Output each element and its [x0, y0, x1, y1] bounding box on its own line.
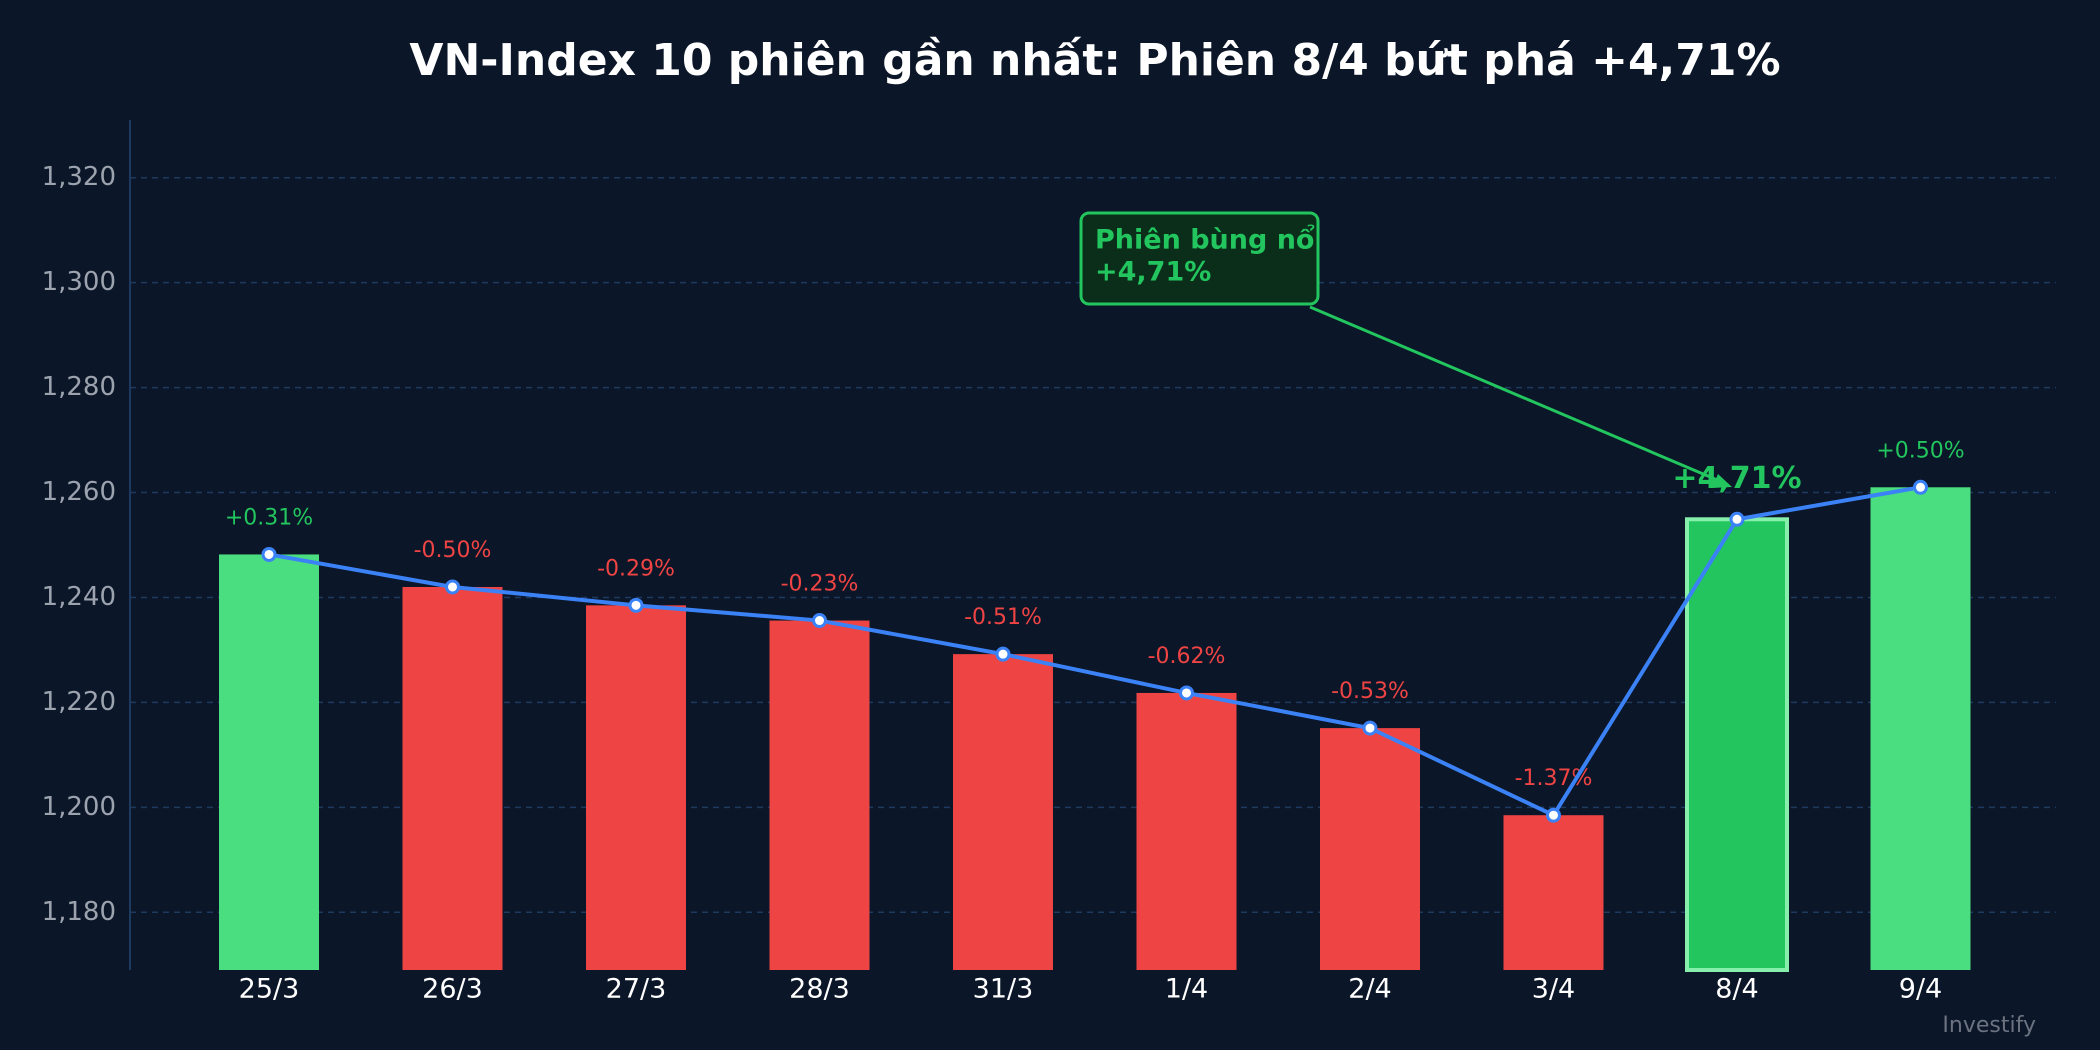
bar — [1320, 728, 1420, 970]
line-point — [812, 613, 827, 629]
line-point — [445, 579, 460, 595]
x-tick-label: 31/3 — [973, 974, 1034, 1005]
data-label: -0.51% — [964, 605, 1042, 630]
y-tick-label: 1,260 — [42, 477, 116, 507]
x-tick-label: 9/4 — [1899, 974, 1942, 1005]
data-label: -0.62% — [1148, 644, 1226, 669]
y-tick-label: 1,220 — [42, 687, 116, 717]
data-label: +4,71% — [1672, 461, 1801, 496]
line-point — [261, 546, 277, 562]
data-label: -0.50% — [414, 538, 492, 563]
line-point — [1362, 720, 1378, 736]
bar — [402, 586, 503, 970]
y-tick-label: 1,300 — [42, 267, 116, 297]
bar — [769, 620, 870, 970]
x-tick-label: 26/3 — [422, 974, 483, 1005]
watermark: Investify — [1942, 1013, 2036, 1038]
x-tick-label: 3/4 — [1532, 974, 1575, 1005]
annotation-text: +4,71% — [1095, 257, 1211, 288]
data-label: -0.53% — [1331, 679, 1409, 704]
data-label: +0.50% — [1876, 438, 1964, 463]
bar — [1136, 692, 1237, 970]
bar — [1503, 815, 1604, 970]
y-tick-label: 1,200 — [42, 792, 116, 822]
annotation-box — [1079, 211, 1320, 306]
x-tick-label: 1/4 — [1165, 974, 1208, 1005]
bar — [1870, 487, 1971, 970]
chart-title: VN-Index 10 phiên gần nhất: Phiên 8/4 bứ… — [409, 35, 1780, 86]
arrow-head — [1712, 474, 1732, 488]
x-tick-label: 8/4 — [1715, 974, 1758, 1005]
x-tick-label: 2/4 — [1348, 974, 1391, 1005]
line-point — [1546, 807, 1561, 823]
y-tick-label: 1,280 — [42, 372, 116, 402]
y-tick-label: 1,180 — [42, 897, 116, 927]
line-point — [995, 646, 1011, 662]
annotation-text: Phiên bùng nổ — [1095, 223, 1315, 256]
annotation-arrow — [1309, 305, 1723, 484]
index-line — [268, 485, 1921, 818]
y-tick-label: 1,320 — [42, 162, 116, 192]
bar — [586, 605, 686, 970]
annotation: Phiên bùng nổ +4,71% — [1079, 211, 1732, 488]
data-label: -0.23% — [781, 572, 859, 597]
x-tick-label: 25/3 — [239, 974, 300, 1005]
data-label: -0.29% — [597, 556, 675, 581]
line-point — [1179, 685, 1194, 701]
x-tick-label: 28/3 — [789, 974, 850, 1005]
bar — [219, 554, 319, 970]
data-label: +0.31% — [225, 505, 313, 530]
x-tick-label: 27/3 — [606, 974, 667, 1005]
bar — [953, 654, 1053, 970]
line-point — [1729, 511, 1745, 527]
bar — [1685, 517, 1789, 972]
y-tick-label: 1,240 — [42, 582, 116, 612]
line-point — [628, 597, 644, 613]
line-point — [1913, 479, 1928, 495]
